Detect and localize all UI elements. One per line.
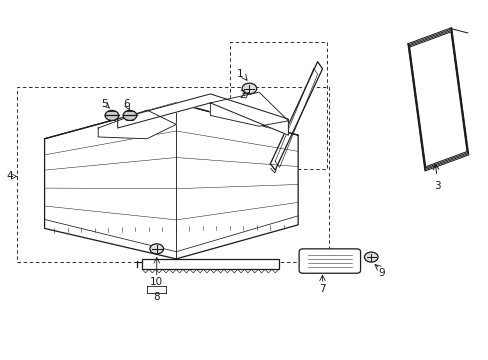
Text: 3: 3: [433, 181, 440, 191]
Polygon shape: [118, 94, 288, 135]
Text: 6: 6: [123, 99, 129, 109]
Polygon shape: [44, 103, 298, 259]
Bar: [229, 42, 327, 169]
Bar: [17, 87, 328, 262]
FancyBboxPatch shape: [299, 249, 360, 273]
Polygon shape: [98, 110, 176, 139]
Text: 9: 9: [378, 268, 385, 278]
Text: 4: 4: [6, 171, 13, 181]
Polygon shape: [270, 62, 322, 170]
Text: 8: 8: [153, 292, 160, 302]
Bar: [142, 259, 278, 269]
Circle shape: [364, 252, 377, 262]
Text: 2: 2: [239, 90, 246, 100]
Circle shape: [242, 83, 256, 94]
Text: 5: 5: [101, 99, 108, 109]
Polygon shape: [210, 92, 288, 126]
Text: 10: 10: [150, 277, 163, 287]
Circle shape: [105, 111, 119, 121]
Text: 1: 1: [237, 69, 244, 79]
Text: 7: 7: [319, 284, 325, 294]
Circle shape: [150, 244, 163, 254]
Circle shape: [123, 111, 137, 121]
